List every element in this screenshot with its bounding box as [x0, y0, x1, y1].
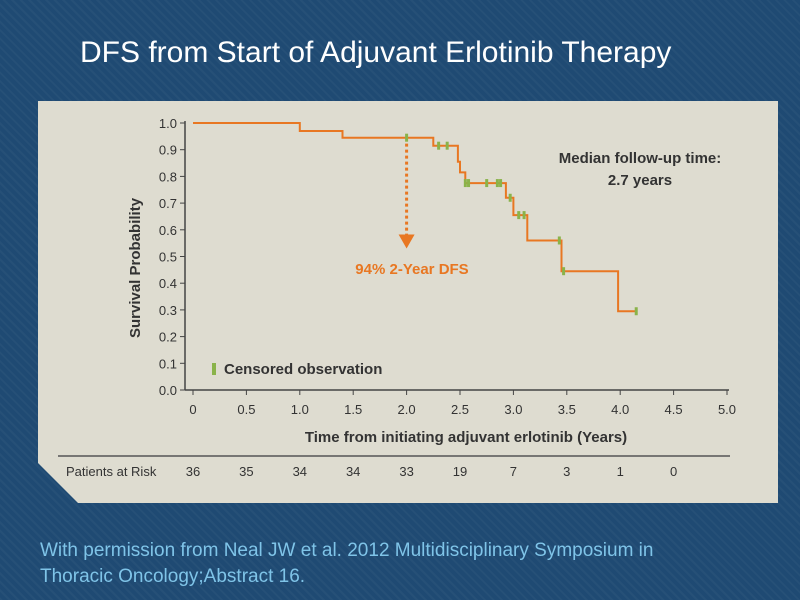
- risk-value: 19: [453, 464, 467, 479]
- risk-value: 36: [186, 464, 200, 479]
- censor-mark: [437, 141, 441, 150]
- risk-value: 34: [293, 464, 307, 479]
- risk-value: 35: [239, 464, 253, 479]
- y-tick-label: 0.9: [159, 143, 177, 158]
- x-tick-label: 2.0: [398, 402, 416, 417]
- censor-mark: [495, 179, 499, 188]
- median-followup-line1: Median follow-up time:: [559, 150, 722, 167]
- y-tick-label: 0.5: [159, 250, 177, 265]
- risk-table-label: Patients at Risk: [66, 464, 157, 479]
- x-tick-label: 3.0: [504, 402, 522, 417]
- censor-mark: [634, 307, 638, 316]
- citation-line-1: With permission from Neal JW et al. 2012…: [40, 540, 654, 561]
- risk-value: 34: [346, 464, 360, 479]
- legend-censored-label: Censored observation: [224, 361, 382, 378]
- x-tick-label: 4.5: [665, 402, 683, 417]
- survival-curve: [193, 122, 637, 313]
- risk-value: 33: [399, 464, 413, 479]
- censor-mark: [467, 179, 471, 188]
- x-tick-label: 1.5: [344, 402, 362, 417]
- median-followup-line2: 2.7 years: [608, 172, 672, 189]
- risk-value: 0: [670, 464, 677, 479]
- x-tick-label: 4.0: [611, 402, 629, 417]
- censor-mark: [405, 133, 409, 142]
- y-tick-label: 0.4: [159, 276, 177, 291]
- censor-mark: [463, 179, 467, 188]
- censor-mark: [517, 211, 521, 220]
- censor-mark: [499, 179, 503, 188]
- censor-mark: [508, 193, 512, 202]
- y-tick-label: 0.2: [159, 330, 177, 345]
- censor-mark: [557, 236, 561, 245]
- slide-title: DFS from Start of Adjuvant Erlotinib The…: [80, 36, 672, 69]
- censor-mark: [445, 141, 449, 150]
- x-axis-label: Time from initiating adjuvant erlotinib …: [305, 429, 627, 446]
- y-tick-label: 0.3: [159, 303, 177, 318]
- y-tick-label: 0.1: [159, 356, 177, 371]
- censor-mark: [485, 179, 489, 188]
- risk-value: 3: [563, 464, 570, 479]
- citation-line-2: Thoracic Oncology;Abstract 16.: [40, 566, 306, 587]
- citation: With permission from Neal JW et al. 2012…: [40, 538, 780, 590]
- y-tick-label: 0.7: [159, 196, 177, 211]
- y-tick-label: 0.0: [159, 383, 177, 398]
- y-axis-label: Survival Probability: [127, 197, 144, 338]
- censor-mark: [522, 211, 526, 220]
- y-tick-label: 1.0: [159, 116, 177, 131]
- x-tick-label: 2.5: [451, 402, 469, 417]
- x-tick-label: 0.5: [237, 402, 255, 417]
- x-tick-label: 3.5: [558, 402, 576, 417]
- y-tick-label: 0.6: [159, 223, 177, 238]
- x-tick-label: 0: [189, 402, 196, 417]
- legend-censor-mark: [212, 363, 216, 375]
- dfs-annotation: 94% 2-Year DFS: [355, 261, 468, 278]
- risk-value: 7: [510, 464, 517, 479]
- dfs-arrow-head: [398, 234, 415, 249]
- y-tick-label: 0.8: [159, 169, 177, 184]
- x-tick-label: 1.0: [291, 402, 309, 417]
- risk-value: 1: [617, 464, 624, 479]
- x-tick-label: 5.0: [718, 402, 736, 417]
- censor-mark: [562, 267, 566, 276]
